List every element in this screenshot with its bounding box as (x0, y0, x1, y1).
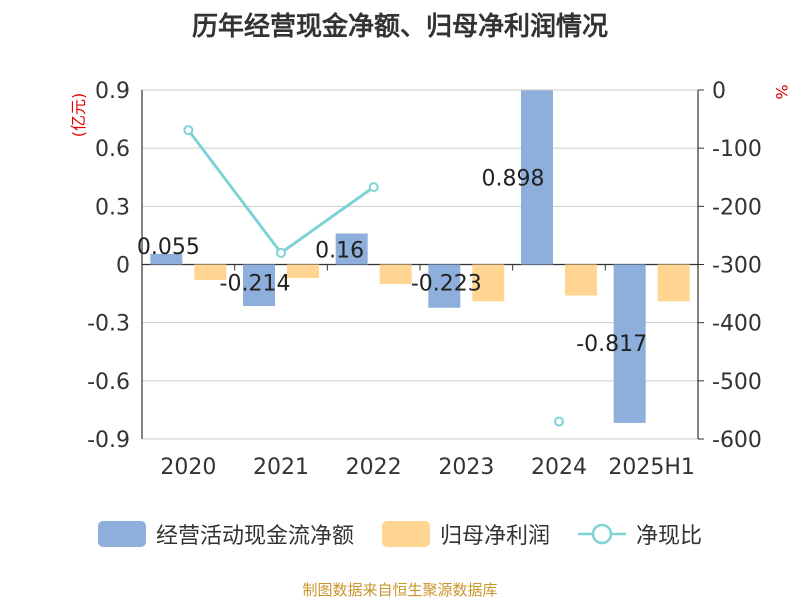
x-tick-label: 2025H1 (608, 455, 695, 480)
legend-label-cashflow: 经营活动现金流净额 (155, 524, 354, 549)
y-tick-label-right: -600 (712, 428, 762, 453)
y-tick-label-right: -300 (712, 254, 762, 279)
legend-item-ratio[interactable]: 净现比 (578, 518, 702, 550)
bar-net-profit (287, 264, 319, 279)
bar-net-profit (657, 264, 690, 302)
right-axis-unit: % (772, 84, 791, 99)
y-tick-label-left: -0.6 (87, 370, 130, 395)
y-tick-label-right: -500 (712, 370, 762, 395)
y-tick-label-left: -0.3 (87, 312, 130, 337)
legend-swatch-ratio-icon (578, 523, 626, 545)
legend-label-ratio: 净现比 (636, 524, 703, 549)
legend-item-net-profit[interactable]: 归母净利润 (381, 518, 550, 550)
legend-swatch-cashflow (97, 521, 146, 547)
source-note: 制图数据来自恒生聚源数据库 (302, 581, 498, 599)
legend: 经营活动现金流净额 归母净利润 净现比 (0, 518, 800, 550)
y-tick-label-left: 0 (116, 254, 130, 279)
bar-cashflow (150, 253, 183, 265)
chart: 0.9 0.6 0.3 0 -0.3 -0.6 -0.9 0 -100 -200 -300 -400 -… (69, 79, 791, 480)
ratio-point (276, 247, 286, 258)
legend-label-net-profit: 归母净利润 (439, 524, 550, 549)
y-tick-label-left: 0.9 (95, 79, 130, 104)
data-label-cashflow: 0.055 (137, 235, 200, 260)
ratio-point (554, 416, 564, 427)
data-label-cashflow: -0.223 (411, 272, 482, 297)
y-tick-label-left: -0.9 (87, 428, 130, 453)
data-label-cashflow: 0.16 (315, 238, 364, 263)
y-tick-label-right: -200 (712, 195, 762, 220)
x-tick-label: 2023 (438, 455, 494, 480)
ratio-point (183, 125, 194, 136)
bar-net-profit (194, 264, 227, 281)
bar-cashflow (243, 264, 275, 306)
data-label-cashflow: -0.214 (220, 272, 291, 297)
bar-cashflow (428, 264, 461, 308)
x-tick-label: 2022 (346, 455, 402, 480)
data-label-cashflow: -0.817 (576, 332, 647, 357)
legend-item-cashflow[interactable]: 经营活动现金流净额 (97, 518, 354, 550)
left-axis-unit: (亿元) (69, 93, 88, 138)
y-tick-label-left: 0.6 (95, 137, 130, 162)
ratio-point (368, 182, 379, 193)
bar-net-profit (565, 264, 597, 296)
data-label-cashflow: 0.898 (482, 166, 545, 191)
chart-title: 历年经营现金净额、归母净利润情况 (191, 12, 608, 42)
legend-swatch-net-profit (381, 521, 430, 547)
x-tick-label: 2024 (531, 455, 587, 480)
bar-net-profit (379, 264, 412, 284)
bar-cashflow (613, 264, 646, 423)
bar-cashflow (335, 233, 368, 265)
x-tick-label: 2020 (160, 455, 216, 480)
y-tick-label-right: -100 (712, 137, 762, 162)
bar-cashflow (521, 90, 553, 265)
y-tick-label-left: 0.3 (95, 195, 130, 220)
y-tick-label-right: 0 (712, 79, 726, 104)
x-tick-label: 2021 (253, 455, 309, 480)
y-tick-label-right: -400 (712, 312, 762, 337)
bar-net-profit (472, 264, 505, 302)
